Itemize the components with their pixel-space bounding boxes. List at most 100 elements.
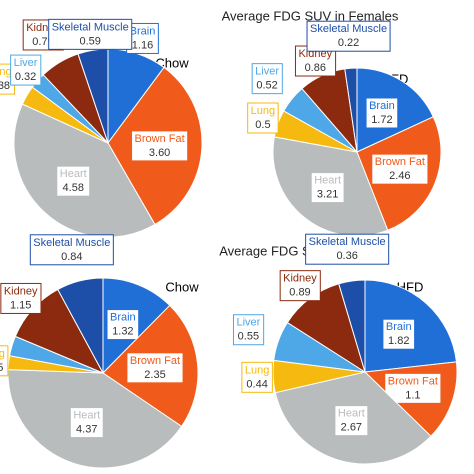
- label-box: [56, 165, 91, 197]
- slice-label: Heart 4.58: [56, 165, 91, 197]
- slice-label: Liver 0.55: [232, 314, 265, 346]
- slice-category: Brown Fat: [388, 375, 438, 387]
- slice-category: Lung: [0, 348, 5, 360]
- slice-label: Brown Fat 2.35: [126, 352, 184, 384]
- slice-category: Skeletal Muscle: [52, 21, 129, 33]
- slice-label: Heart 3.21: [310, 172, 345, 204]
- label-box: [106, 309, 140, 341]
- slice-value: 1.82: [388, 335, 409, 347]
- label-box: [365, 97, 399, 129]
- label-box: [305, 233, 390, 265]
- slice-label: Brown Fat 2.46: [371, 153, 429, 185]
- slice-label: Brain 1.72: [365, 97, 399, 129]
- slice-category: Skeletal Muscle: [33, 237, 110, 249]
- slice-category: Brain: [110, 312, 136, 324]
- slice-label: Brain 1.32: [106, 309, 140, 341]
- slice-value: 0.59: [80, 35, 101, 47]
- label-box: [306, 20, 391, 52]
- slice-value: 0.32: [15, 71, 36, 83]
- slice-value: 2.35: [144, 369, 165, 381]
- slice-label: Skeletal Muscle 0.84: [29, 234, 114, 266]
- label-box: [310, 172, 345, 204]
- slice-label: Brain 1.82: [382, 318, 416, 350]
- label-box: [371, 153, 429, 185]
- slice-category: Liver: [236, 317, 260, 329]
- slice-value: 0.55: [238, 331, 259, 343]
- slice-value: 0.36: [336, 250, 357, 262]
- slice-label: Brown Fat 1.1: [384, 372, 442, 404]
- slice-value: 0.22: [338, 37, 359, 49]
- slice-value: 2.46: [389, 170, 410, 182]
- pie-label: Chow: [155, 55, 189, 70]
- slice-label: Lung 0.44: [241, 361, 273, 393]
- slice-value: 0.44: [246, 378, 267, 390]
- slice-label: Heart 4.37: [69, 407, 104, 439]
- slice-value: 1.1: [405, 389, 420, 401]
- slice-value: 4.58: [63, 182, 84, 194]
- slice-label: Lung 0.25: [0, 345, 9, 377]
- slice-category: Heart: [314, 175, 341, 187]
- slice-category: Lung: [251, 105, 275, 117]
- slice-value: 3.21: [317, 189, 338, 201]
- slice-label: Kidney 0.89: [279, 270, 321, 302]
- pie-slice: [57, 277, 104, 374]
- chart-title: Average FDG SUV in Females: [222, 8, 399, 23]
- label-box: [251, 63, 283, 95]
- label-box: [29, 234, 114, 266]
- slice-category: Liver: [255, 66, 279, 78]
- slice-category: Brain: [369, 100, 395, 112]
- slice-category: Brown Fat: [135, 133, 185, 145]
- label-box: [69, 407, 104, 439]
- label-box: [0, 345, 9, 377]
- slice-category: Skeletal Muscle: [310, 23, 387, 35]
- slice-label: Heart 2.67: [334, 405, 369, 437]
- slice-value: 0.89: [289, 287, 310, 299]
- label-box: [126, 352, 184, 384]
- slice-category: Brown Fat: [375, 156, 425, 168]
- pie-slice: [344, 67, 358, 153]
- slice-value: 3.60: [149, 147, 170, 159]
- slice-category: Heart: [60, 168, 87, 180]
- slice-value: 1.72: [371, 114, 392, 126]
- label-box: [384, 372, 442, 404]
- slice-value: 1.16: [132, 39, 153, 51]
- slice-value: 0.86: [305, 62, 326, 74]
- slice-category: Kidney: [283, 273, 317, 285]
- pie-label: Chow: [165, 279, 199, 294]
- slice-value: 1.32: [112, 326, 133, 338]
- slice-label: Kidney 1.15: [0, 282, 42, 314]
- slice-label: Liver 0.52: [251, 63, 283, 95]
- label-box: [334, 405, 369, 437]
- slice-label: Liver 0.32: [10, 54, 42, 86]
- slice-category: Brain: [130, 25, 156, 37]
- slice-value: 0.25: [0, 362, 3, 374]
- slice-value: 0.38: [0, 80, 10, 92]
- label-box: [279, 270, 321, 302]
- slice-category: Skeletal Muscle: [309, 236, 386, 248]
- slice-category: Kidney: [4, 285, 38, 297]
- slice-value: 0.52: [256, 80, 277, 92]
- slice-category: Liver: [14, 57, 38, 69]
- slice-category: Heart: [338, 408, 365, 420]
- slice-category: Brain: [386, 321, 412, 333]
- slice-value: 1.15: [10, 299, 31, 311]
- slice-value: 2.67: [341, 422, 362, 434]
- label-box: [382, 318, 416, 350]
- label-box: [247, 102, 279, 134]
- slice-label: Brown Fat 3.60: [131, 130, 189, 162]
- label-box: [241, 361, 273, 393]
- pie-slice: [338, 279, 366, 373]
- slice-label: Skeletal Muscle 0.36: [305, 233, 390, 265]
- label-box: [0, 282, 42, 314]
- label-box: [48, 18, 133, 50]
- label-box: [131, 130, 189, 162]
- slice-label: Skeletal Muscle 0.59: [48, 18, 133, 50]
- slice-value: 0.84: [61, 251, 82, 263]
- label-box: [10, 54, 42, 86]
- label-box: [232, 314, 265, 346]
- slice-value: 4.37: [76, 424, 97, 436]
- slice-category: Lung: [0, 66, 12, 78]
- slice-label: Lung 0.5: [247, 102, 279, 134]
